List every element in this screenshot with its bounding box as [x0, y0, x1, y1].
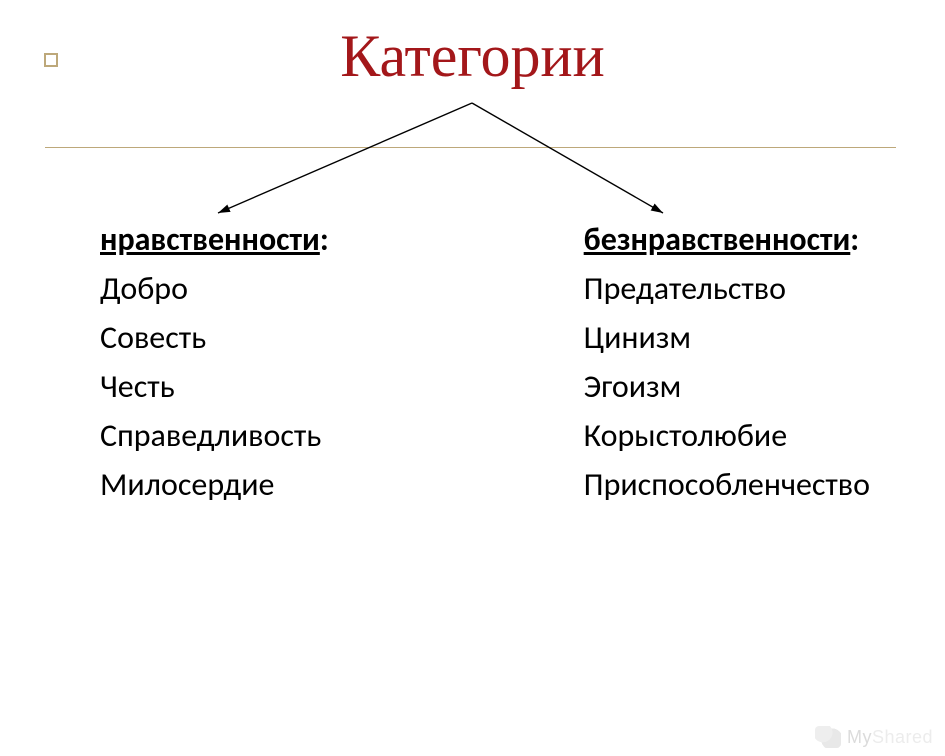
list-item: Милосердие: [100, 460, 329, 509]
watermark-text-2: Shared: [872, 727, 933, 748]
list-item: Корыстолюбие: [584, 411, 870, 460]
list-item: Справедливость: [100, 411, 329, 460]
arrow-left: [218, 103, 472, 213]
column-right-header: безнравственности:: [584, 215, 870, 264]
list-item: Эгоизм: [584, 362, 870, 411]
column-left-header: нравственности:: [100, 215, 329, 264]
watermark: MyShared: [815, 726, 933, 748]
list-item: Приспособленчество: [584, 460, 870, 509]
list-item: Честь: [100, 362, 329, 411]
column-left-header-suffix: :: [320, 220, 329, 259]
watermark-text-1: My: [847, 727, 872, 748]
list-item: Предательство: [584, 264, 870, 313]
list-item: Добро: [100, 264, 329, 313]
watermark-logo-icon: [815, 726, 841, 748]
list-item: Совесть: [100, 313, 329, 362]
column-left: нравственности: Добро Совесть Честь Спра…: [100, 215, 329, 509]
list-item: Цинизм: [584, 313, 870, 362]
arrow-right: [472, 103, 663, 213]
column-left-header-ul: нравственности: [100, 220, 320, 259]
column-right-header-ul: безнравственности: [584, 220, 851, 259]
column-right-header-suffix: :: [850, 220, 859, 259]
column-right: безнравственности: Предательство Цинизм …: [584, 215, 870, 509]
columns: нравственности: Добро Совесть Честь Спра…: [100, 215, 870, 509]
